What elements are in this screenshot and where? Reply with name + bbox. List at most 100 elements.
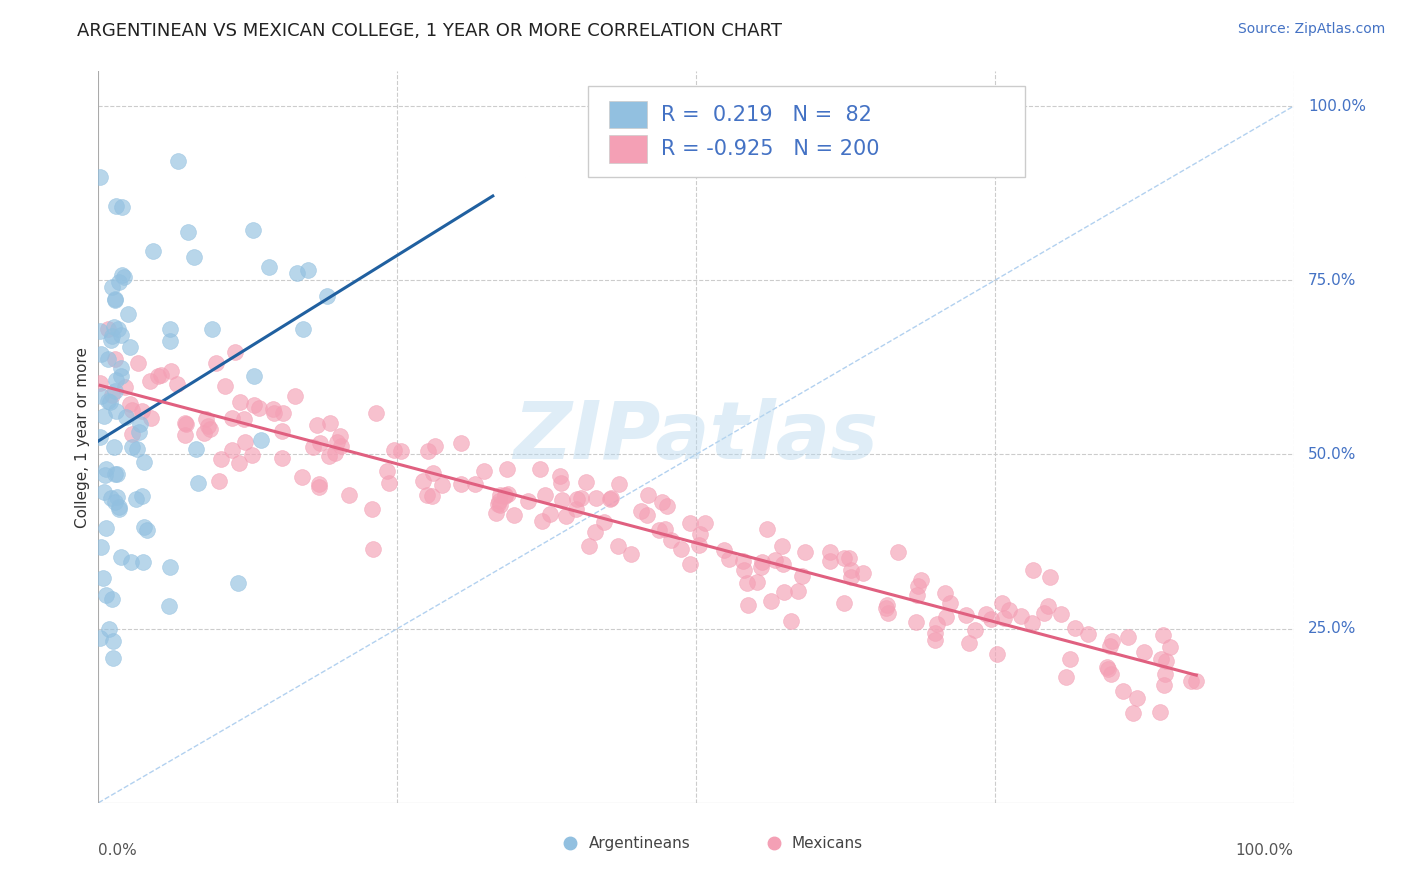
- Point: [1022, 563, 1045, 577]
- Point: [107, 275, 129, 289]
- Point: [498, 487, 520, 501]
- Point: [297, 263, 319, 277]
- Point: [907, 579, 929, 593]
- Point: [1126, 691, 1149, 706]
- FancyBboxPatch shape: [589, 86, 1025, 178]
- Point: [125, 442, 148, 456]
- Point: [636, 508, 658, 522]
- Point: [233, 435, 256, 450]
- Point: [114, 380, 136, 394]
- Point: [243, 398, 266, 412]
- Point: [659, 533, 682, 548]
- Point: [382, 443, 405, 458]
- Point: [193, 426, 215, 441]
- Point: [166, 377, 188, 392]
- Point: [534, 488, 557, 502]
- Point: [565, 492, 588, 507]
- Point: [90, 347, 112, 361]
- Point: [101, 650, 124, 665]
- Point: [651, 495, 673, 509]
- Point: [1063, 621, 1085, 635]
- Text: R = -0.925   N = 200: R = -0.925 N = 200: [661, 139, 880, 159]
- Point: [924, 632, 946, 647]
- Point: [149, 368, 172, 383]
- Text: 0.0%: 0.0%: [98, 843, 138, 858]
- Point: [575, 475, 598, 489]
- Text: 100.0%: 100.0%: [1236, 843, 1294, 858]
- Point: [713, 542, 735, 557]
- Point: [550, 492, 572, 507]
- Point: [790, 569, 813, 583]
- Point: [1098, 639, 1121, 653]
- Point: [121, 403, 143, 417]
- Point: [221, 410, 243, 425]
- Point: [751, 555, 773, 569]
- Point: [745, 574, 768, 589]
- Point: [832, 550, 855, 565]
- Point: [139, 410, 162, 425]
- Point: [820, 545, 842, 559]
- Point: [839, 570, 862, 584]
- Point: [101, 329, 124, 343]
- Point: [637, 488, 659, 502]
- Point: [910, 573, 932, 587]
- Point: [316, 289, 339, 303]
- Text: 75.0%: 75.0%: [1308, 273, 1357, 288]
- Point: [735, 575, 758, 590]
- Point: [89, 429, 111, 443]
- Point: [132, 455, 155, 469]
- Point: [1032, 607, 1054, 621]
- Point: [243, 368, 266, 383]
- Point: [731, 554, 754, 568]
- Text: 50.0%: 50.0%: [1308, 447, 1357, 462]
- Point: [121, 427, 143, 442]
- Point: [221, 443, 243, 458]
- Point: [763, 552, 786, 566]
- Point: [607, 476, 630, 491]
- Point: [955, 607, 977, 622]
- Point: [194, 412, 217, 426]
- Point: [1077, 627, 1099, 641]
- Point: [1149, 705, 1171, 719]
- Point: [654, 522, 676, 536]
- Point: [464, 477, 486, 491]
- Point: [488, 488, 510, 502]
- Point: [90, 389, 112, 403]
- Point: [263, 406, 285, 420]
- Point: [262, 401, 284, 416]
- Point: [104, 351, 127, 366]
- Point: [1059, 652, 1081, 666]
- Point: [302, 440, 325, 454]
- Text: R =  0.219   N =  82: R = 0.219 N = 82: [661, 104, 872, 125]
- Point: [127, 356, 149, 370]
- Point: [240, 448, 263, 462]
- Point: [329, 429, 352, 443]
- Point: [599, 491, 621, 506]
- Point: [1054, 670, 1077, 684]
- Point: [832, 596, 855, 610]
- Point: [993, 611, 1015, 625]
- Point: [1112, 683, 1135, 698]
- Point: [91, 571, 114, 585]
- Point: [1039, 570, 1062, 584]
- Text: ZIPatlas: ZIPatlas: [513, 398, 879, 476]
- Point: [965, 624, 987, 638]
- Point: [1099, 667, 1122, 681]
- Point: [308, 477, 330, 491]
- Point: [1050, 607, 1073, 621]
- Point: [242, 222, 264, 236]
- Y-axis label: College, 1 year or more: College, 1 year or more: [75, 347, 90, 527]
- Point: [292, 322, 315, 336]
- Point: [208, 475, 231, 489]
- Point: [108, 501, 131, 516]
- Point: [997, 603, 1019, 617]
- Text: ARGENTINEAN VS MEXICAN COLLEGE, 1 YEAR OR MORE CORRELATION CHART: ARGENTINEAN VS MEXICAN COLLEGE, 1 YEAR O…: [77, 22, 782, 40]
- Point: [474, 464, 496, 478]
- Point: [794, 545, 817, 559]
- Point: [361, 541, 384, 556]
- Point: [305, 417, 328, 432]
- Point: [494, 488, 516, 502]
- Point: [120, 340, 142, 354]
- Point: [159, 334, 181, 349]
- Point: [97, 352, 120, 367]
